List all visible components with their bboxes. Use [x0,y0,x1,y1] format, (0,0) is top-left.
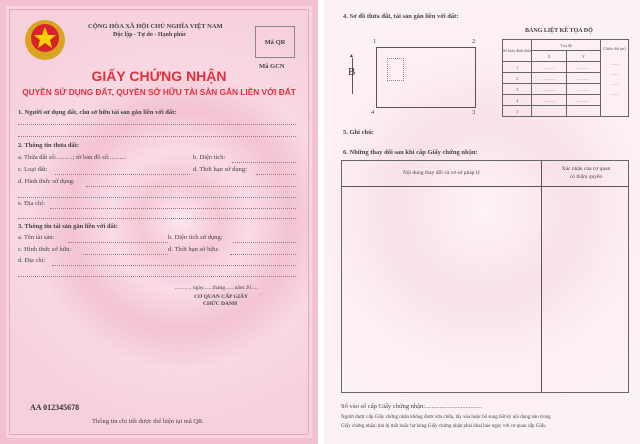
x-cell: ............ [531,72,567,84]
vertex-cell: 1 [501,105,533,117]
corner-label: 1 [373,38,377,45]
gcn-code-label: Mã GCN [259,63,285,70]
x-cell: ............ [531,61,567,73]
length-header: Chiều dài (m) [603,46,626,51]
section-4-heading: 4. Sơ đồ thửa đất, tài sản gắn liền với … [343,13,459,20]
x-cell: ............ [531,83,567,95]
x-header: X [531,50,567,62]
y-cell: ............ [565,83,602,95]
qr-code-box: Mã QR [255,26,295,58]
usage-form-field: d. Hình thức sử dụng: [18,178,75,185]
issuing-agency-label: CƠ QUAN CẤP GIẤY [194,294,248,300]
section-3-heading: 3. Thông tin tài sản gắn liền với đất: [18,223,119,230]
country-name: CỘNG HÒA XÃ HỘI CHỦ NGHĨA VIỆT NAM [88,23,223,30]
vertex-cell: 4 [501,94,533,106]
y-cell: ............ [565,61,602,73]
ownership-term-field: d. Thời hạn sở hữu: [168,246,219,253]
qr-footer-note: Thông tin chi tiết được thể hiện tại mã … [92,418,205,425]
parcel-address-field: e. Địa chỉ: [18,200,45,207]
coordinate-table-title: BẢNG LIỆT KÊ TỌA ĐỘ [525,28,593,34]
asset-name-field: a. Tên tài sản: [18,234,55,241]
corner-label: 3 [472,109,476,116]
parcel-diagram [376,47,476,108]
section-5-heading: 5. Ghi chú: [343,129,374,136]
document-subtitle: QUYỀN SỬ DỤNG ĐẤT, QUYỀN SỞ HỮU TÀI SẢN … [22,87,296,97]
changes-content-header: Nội dung thay đổi và cơ sở pháp lý [402,170,481,176]
vertex-cell: 3 [501,83,533,95]
corner-label: 4 [371,109,375,116]
north-arrow-icon [352,58,353,94]
authority-confirmation-header-2: có thẩm quyền [569,174,603,180]
ownership-form-field: c. Hình thức sở hữu: [18,246,72,253]
document-title: GIẤY CHỨNG NHẬN [91,68,227,84]
corner-label: 2 [472,38,476,45]
asset-address-field: d. Địa chỉ: [18,257,46,264]
coord-header: Tọa độ [531,39,601,51]
section-2-heading: 2. Thông tin thửa đất: [18,142,80,149]
authority-confirmation-header: Xác nhận của cơ quan [561,166,611,172]
y-cell: ............ [565,72,602,84]
register-number-field: Số vào sổ cấp Giấy chứng nhận:..........… [341,403,482,410]
parcel-number-field: a. Thửa đất số:..........; tờ bản đồ số:… [18,154,126,161]
y-cell: ............ [565,94,602,106]
asset-area-field: b. Diện tích sử dụng: [168,234,223,241]
issue-date-field: ..........., ngày.......tháng.......năm … [175,285,258,291]
national-emblem-icon [25,20,65,60]
section-6-heading: 6. Những thay đổi sau khi cấp Giấy chứng… [343,149,478,156]
vertex-cell: 1 [501,61,533,73]
serial-number: AA 012345678 [30,403,80,412]
certificate-front-page [0,0,318,444]
building-outline [387,58,404,81]
changes-table: Nội dung thay đổi và cơ sở pháp lý Xác n… [341,160,629,393]
north-label: B [348,66,356,78]
vertex-cell: 2 [501,72,533,84]
land-type-field: c. Loại đất: [18,166,48,173]
warning-note-line-2: Giấy chứng nhận; khi bị mất hoặc hư hỏng… [341,424,547,429]
coordinate-table: Số hiệu đỉnh thửa Tọa độ Chiều dài (m)....… [501,39,629,117]
x-cell: ............ [531,94,567,106]
warning-note-line-1: Người được cấp Giấy chứng nhận không đượ… [341,415,551,420]
vertex-header: Số hiệu đỉnh thửa [501,39,533,62]
position-label: CHỨC DANH [203,301,238,307]
area-field: b. Diện tích: [193,154,226,161]
qr-label: Mã QR [264,38,286,46]
motto: Độc lập - Tự do - Hạnh phúc [113,32,187,38]
usage-term-field: d. Thời hạn sử dụng: [193,166,247,173]
section-1-heading: 1. Người sử dụng đất, chủ sở hữu tài sản… [18,109,177,116]
y-header: Y [565,50,602,62]
guilloche-background [9,9,309,435]
